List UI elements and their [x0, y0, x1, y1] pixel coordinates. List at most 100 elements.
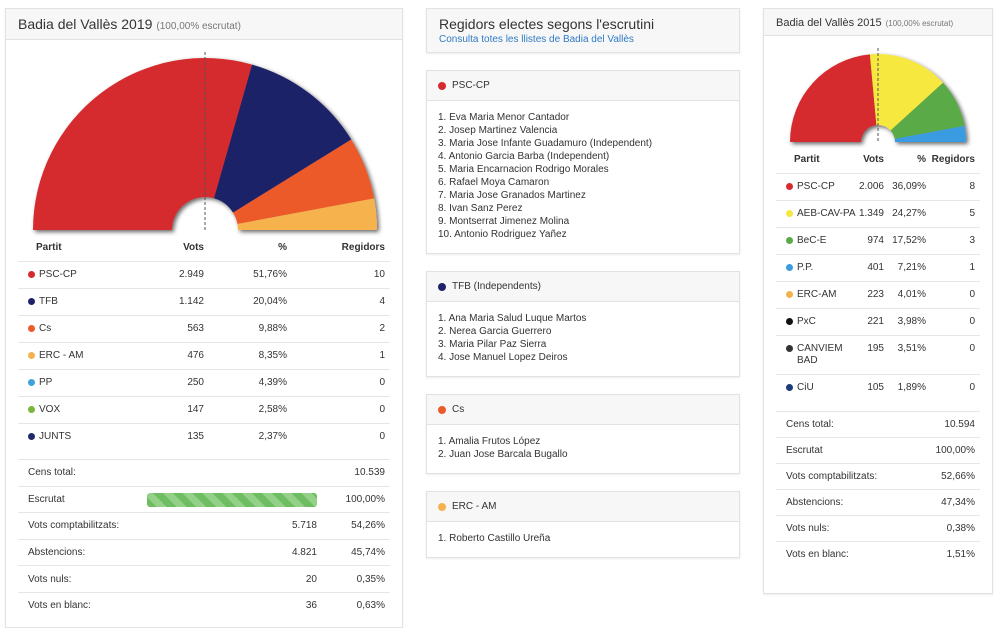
- percent: 24,27%: [892, 208, 926, 219]
- party-dot: [438, 406, 446, 414]
- party-name: PSC-CP: [797, 181, 835, 192]
- column-header: %: [278, 242, 287, 253]
- party-dot: [28, 352, 35, 359]
- column-header: Partit: [36, 242, 62, 253]
- member: 5. Maria Encarnacion Rodrigo Morales: [438, 164, 609, 175]
- votes: 135: [187, 431, 204, 442]
- seats: 10: [373, 269, 385, 280]
- party-name: CANVIEM BAD: [797, 343, 843, 366]
- seat-arc: [237, 198, 377, 230]
- party-name: Cs: [452, 404, 465, 415]
- party-dot: [28, 379, 35, 386]
- summary-value: 1,51%: [946, 549, 975, 560]
- parliament-chart: [790, 48, 966, 142]
- member: 8. Ivan Sanz Perez: [438, 203, 523, 214]
- party-cell: BeC-E: [786, 235, 861, 247]
- summary-value: 47,34%: [941, 497, 975, 508]
- seats: 0: [969, 289, 975, 300]
- votes: 105: [867, 382, 884, 393]
- seat-arc: [790, 54, 877, 142]
- percent: 17,52%: [892, 235, 926, 246]
- member: 1. Roberto Castillo Ureña: [438, 533, 551, 544]
- party-name: PxC: [797, 316, 816, 327]
- seat-arc: [33, 58, 253, 230]
- summary-value: 10.594: [944, 419, 975, 430]
- votes: 1.349: [858, 208, 884, 219]
- party-name: BeC-E: [797, 235, 827, 246]
- summary-value: 36: [305, 600, 317, 612]
- party-name: TFB: [39, 296, 58, 307]
- panel-header: Badia del Vallès 2015 (100,00% escrutat): [764, 9, 992, 36]
- seats: 3: [969, 235, 975, 246]
- summary-label: Abstencions:: [786, 497, 844, 508]
- seats: 0: [379, 377, 385, 388]
- member: 1. Eva Maria Menor Cantador: [438, 112, 570, 123]
- summary-row: Vots comptabilitzats: 52,66%: [776, 463, 980, 489]
- member: 10. Antonio Rodriguez Yañez: [438, 229, 567, 240]
- party-row: VOX 147 2,58% 0: [18, 396, 390, 423]
- summary-label: Escrutat: [786, 445, 823, 456]
- percent: 3,98%: [897, 316, 926, 327]
- party-dot: [786, 345, 793, 352]
- lists-link[interactable]: Consulta totes les llistes de Badia del …: [439, 34, 634, 45]
- panel-subtitle: (100,00% escrutat): [885, 19, 954, 28]
- seats: 0: [969, 316, 975, 327]
- party-name: ERC - AM: [452, 501, 497, 512]
- party-row: PSC-CP 2.006 36,09% 8: [776, 173, 980, 200]
- seats: 0: [969, 343, 975, 354]
- party-dot: [28, 298, 35, 305]
- votes: 2.949: [178, 269, 204, 280]
- arcs: [790, 54, 966, 142]
- party-list-card: ERC - AM 1. Roberto Castillo Ureña: [426, 491, 740, 558]
- party-cell: PSC-CP: [786, 181, 861, 193]
- party-cell: AEB-CAV-PA: [786, 208, 861, 220]
- seat-arc: [214, 64, 352, 213]
- votes: 2.006: [858, 181, 884, 192]
- member: 4. Antonio Garcia Barba (Independent): [438, 151, 610, 162]
- parliament-chart: [33, 52, 377, 230]
- party-name: AEB-CAV-PA: [797, 208, 856, 219]
- summary-percent: 45,74%: [351, 547, 385, 559]
- percent: 2,58%: [258, 404, 287, 415]
- member: 3. Maria Pilar Paz Sierra: [438, 339, 547, 350]
- percent: 1,89%: [897, 382, 926, 393]
- party-row: PxC 221 3,98% 0: [776, 308, 980, 335]
- member: 9. Montserrat Jimenez Molina: [438, 216, 570, 227]
- votes: 974: [867, 235, 884, 246]
- summary-value: 4.821: [291, 547, 317, 559]
- summary-value: 100,00%: [935, 445, 975, 456]
- summary-value: 10.539: [354, 467, 385, 479]
- party-cell: PP: [28, 377, 159, 389]
- elected-header: Regidors electes segons l'escrutini Consu…: [426, 8, 740, 53]
- party-cell: ERC - AM: [28, 350, 159, 362]
- percent: 36,09%: [892, 181, 926, 192]
- arcs: [33, 58, 377, 230]
- summary-percent: 100,00%: [345, 493, 385, 505]
- member-list: 1. Ana Maria Salud Luque Martos 2. Nerea …: [438, 312, 586, 364]
- party-dot: [786, 264, 793, 271]
- member-list: 1. Eva Maria Menor Cantador 2. Josep Mart…: [438, 111, 652, 241]
- summary-value: 52,66%: [941, 471, 975, 482]
- summary-percent: 0,35%: [356, 573, 385, 585]
- party-list-card: PSC-CP 1. Eva Maria Menor Cantador 2. Jose…: [426, 70, 740, 254]
- party-cell: PxC: [786, 316, 861, 328]
- votes: 1.142: [178, 296, 204, 307]
- seat-arc: [890, 82, 965, 139]
- panel-header: Badia del Vallès 2019 (100,00% escrutat): [6, 9, 402, 40]
- seats: 1: [379, 350, 385, 361]
- summary-percent: 0,63%: [356, 600, 385, 612]
- party-name: ERC - AM: [39, 350, 84, 361]
- panel-subtitle: (100,00% escrutat): [156, 21, 241, 32]
- party-name: JUNTS: [39, 431, 72, 442]
- member: 6. Rafael Moya Camaron: [438, 177, 550, 188]
- party-cell: P.P.: [786, 262, 861, 274]
- party-cell: PSC-CP: [28, 269, 159, 281]
- party-row: PP 250 4,39% 0: [18, 369, 390, 396]
- member: 1. Amalia Frutos López: [438, 436, 541, 447]
- votes: 195: [867, 343, 884, 354]
- percent: 7,21%: [897, 262, 926, 273]
- party-dot: [786, 318, 793, 325]
- member-list: 1. Roberto Castillo Ureña: [438, 532, 550, 545]
- votes: 223: [867, 289, 884, 300]
- party-cell: ERC-AM: [786, 289, 861, 301]
